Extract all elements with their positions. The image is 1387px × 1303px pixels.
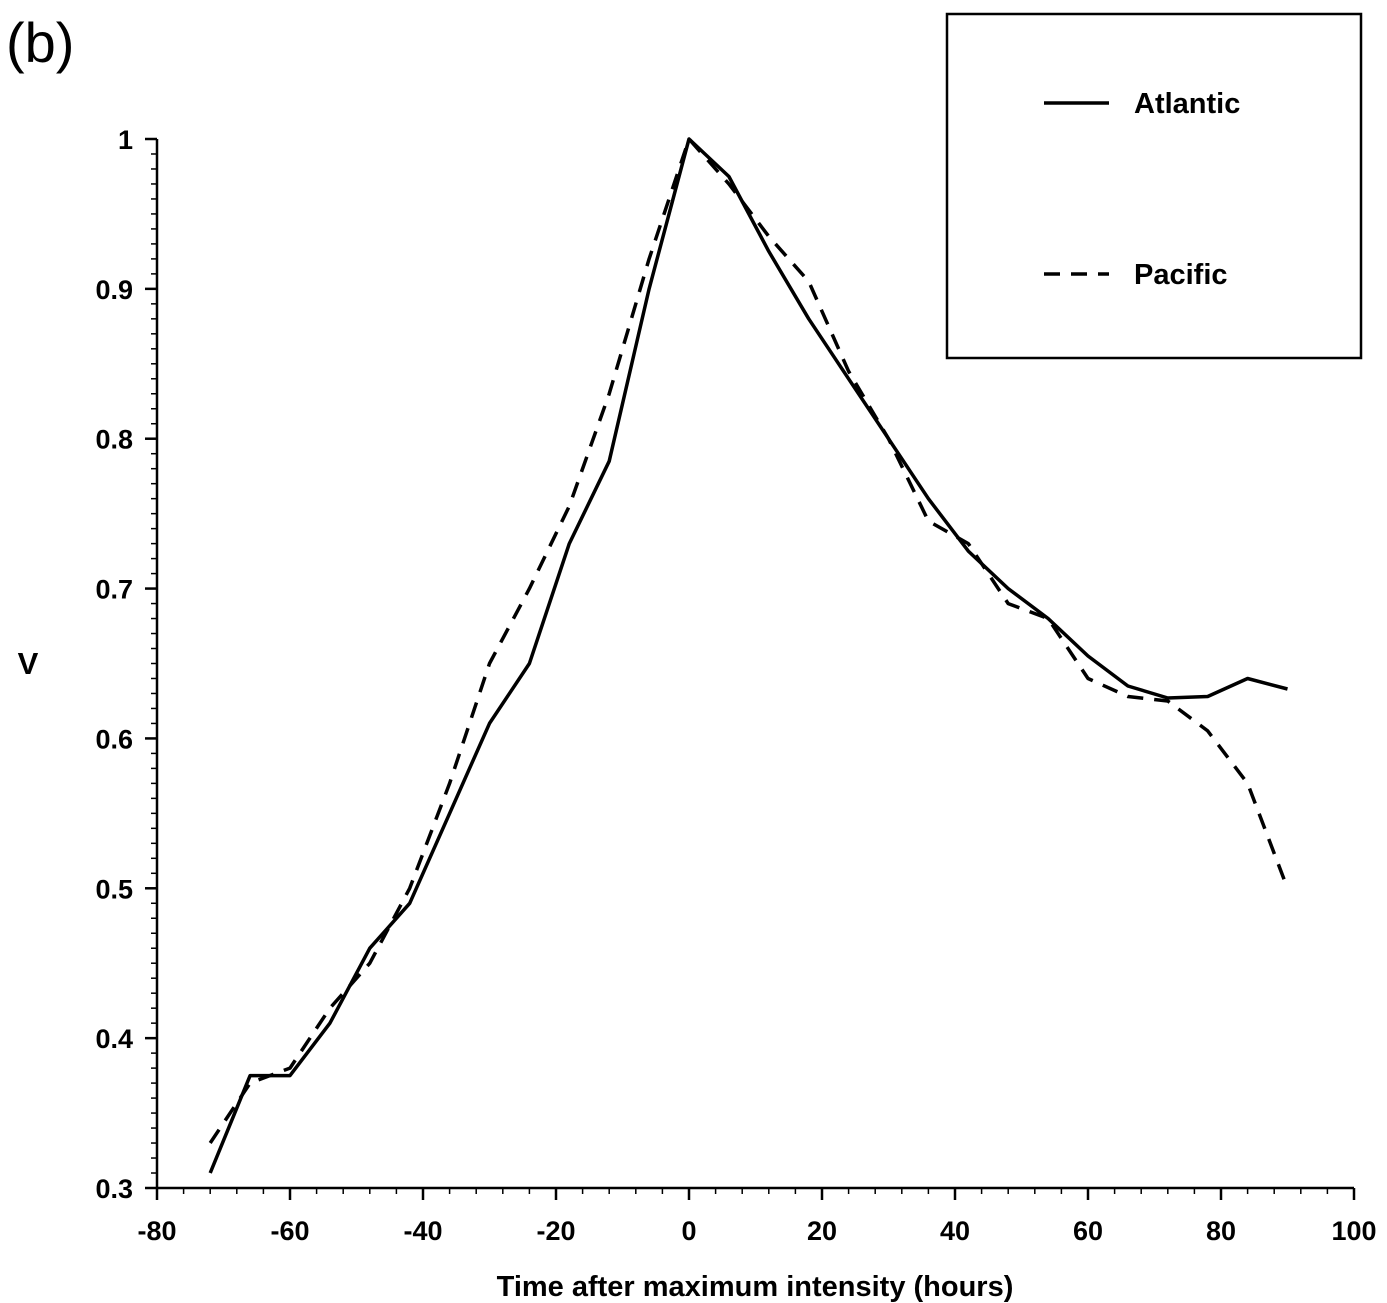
x-tick-label: 40 (940, 1216, 970, 1246)
y-tick-label: 1 (118, 125, 133, 155)
x-tick-label: 100 (1331, 1216, 1376, 1246)
series-line-atlantic (208, 137, 1288, 1174)
y-axis-title: V (18, 646, 39, 681)
y-tick-label: 0.3 (95, 1174, 133, 1204)
series-layer (208, 137, 1290, 1174)
y-tick-label: 0.4 (95, 1024, 133, 1054)
x-tick-label: -20 (536, 1216, 575, 1246)
panel-label: (b) (6, 11, 74, 74)
x-tick-label: 0 (681, 1216, 696, 1246)
legend-label-pacific: Pacific (1134, 259, 1228, 291)
x-ticks: -80 -60 -40 -20 0 20 40 60 80 100 (137, 1188, 1377, 1246)
y-tick-label: 0.6 (95, 724, 133, 754)
legend-label-atlantic: Atlantic (1134, 88, 1240, 120)
legend-box (945, 12, 1363, 360)
series-line-pacific (208, 137, 1290, 1144)
x-tick-label: -60 (270, 1216, 309, 1246)
x-tick-label: -80 (137, 1216, 176, 1246)
legend: Atlantic Pacific (945, 12, 1363, 360)
x-tick-label: -40 (403, 1216, 442, 1246)
y-ticks: 0.3 0.4 0.5 0.6 0.7 0.8 0.9 1 (95, 125, 157, 1204)
y-tick-label: 0.7 (95, 575, 133, 605)
y-tick-label: 0.5 (95, 874, 133, 904)
x-tick-label: 20 (807, 1216, 837, 1246)
x-axis-title: Time after maximum intensity (hours) (497, 1271, 1014, 1303)
x-tick-label: 80 (1206, 1216, 1236, 1246)
x-tick-label: 60 (1073, 1216, 1103, 1246)
y-tick-label: 0.9 (95, 275, 133, 305)
y-tick-label: 0.8 (95, 425, 133, 455)
